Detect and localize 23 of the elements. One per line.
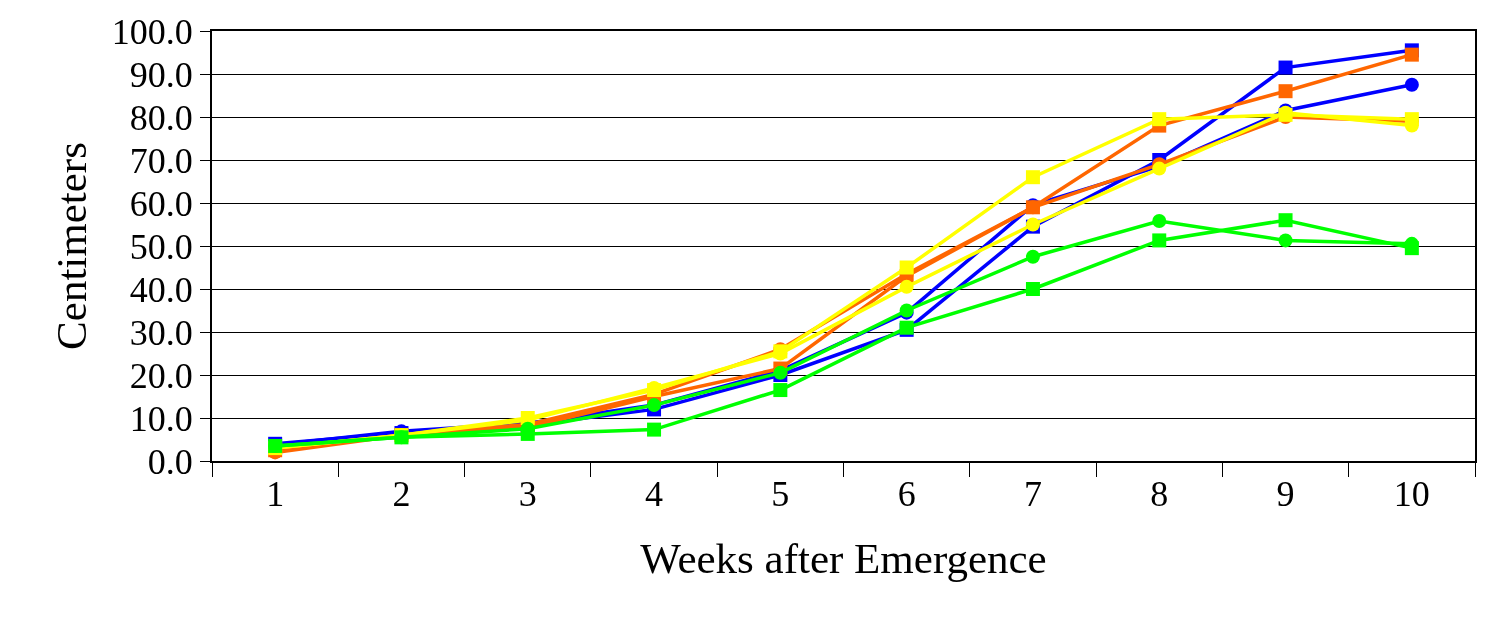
y-tick-label: 10.0 xyxy=(129,398,193,439)
y-tick-label: 30.0 xyxy=(129,312,193,353)
y-tick-label: 40.0 xyxy=(129,269,193,310)
y-tick-label: 60.0 xyxy=(129,183,193,224)
y-tick-label: 80.0 xyxy=(129,97,193,138)
x-tick-label: 5 xyxy=(771,474,790,515)
y-tick-label: 90.0 xyxy=(129,54,193,95)
x-tick-label: 3 xyxy=(518,474,537,515)
x-tick-label: 2 xyxy=(392,474,411,515)
x-tick-label: 7 xyxy=(1023,474,1042,515)
x-axis-title: Weeks after Emergence xyxy=(640,535,1047,583)
y-axis-title: Centimeters xyxy=(47,142,95,350)
x-tick-label: 10 xyxy=(1393,474,1430,515)
y-tick-label: 70.0 xyxy=(129,140,193,181)
x-tick-label: 6 xyxy=(897,474,916,515)
x-tick-label: 8 xyxy=(1150,474,1169,515)
x-tick-label: 1 xyxy=(266,474,285,515)
y-tick-label: 0.0 xyxy=(147,441,193,482)
y-tick-label: 20.0 xyxy=(129,355,193,396)
x-tick-label: 9 xyxy=(1276,474,1295,515)
x-tick-label: 4 xyxy=(645,474,664,515)
y-tick-label: 50.0 xyxy=(129,226,193,267)
y-tick-label: 100.0 xyxy=(111,11,193,52)
